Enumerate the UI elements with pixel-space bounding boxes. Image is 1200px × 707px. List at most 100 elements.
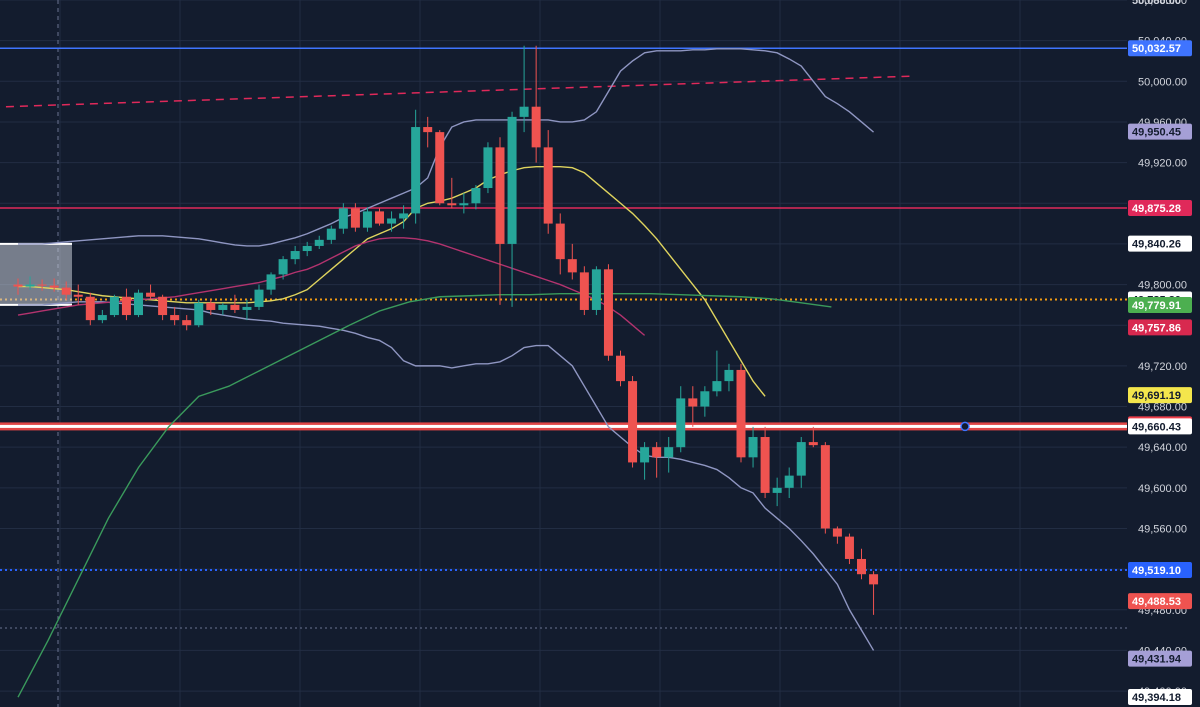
candle <box>808 426 818 448</box>
candle-body <box>736 369 746 458</box>
candle <box>820 442 830 534</box>
price-axis[interactable]: 50,080.0050,040.0050,000.0049,960.0049,9… <box>1128 0 1192 705</box>
candle <box>844 533 854 565</box>
axis-tag-bg <box>1128 200 1192 217</box>
candle <box>459 193 469 214</box>
candle <box>640 442 650 480</box>
axis-tag-bg <box>1128 689 1192 705</box>
candle-body <box>399 213 409 219</box>
candle-body <box>628 381 638 463</box>
candle-body <box>640 447 650 463</box>
candle-body <box>302 245 312 252</box>
candle-body <box>676 398 686 448</box>
candle-body <box>507 116 517 244</box>
indicator-bollinger-upper <box>18 48 875 247</box>
axis-tag-bg <box>1128 650 1192 667</box>
candle <box>254 284 264 310</box>
candle-body <box>820 445 830 529</box>
axis-tag: 49,875.28 <box>1128 200 1192 217</box>
y-tick-label: 50,000.00 <box>1138 76 1187 88</box>
y-tick-label: 49,800.00 <box>1138 280 1187 292</box>
y-tick-label: 49,680.00 <box>1138 402 1187 414</box>
candle <box>49 278 59 292</box>
axis-tag-bg <box>1128 296 1192 313</box>
candle <box>495 137 505 305</box>
candle-body <box>447 203 457 206</box>
axis-tag: 50,080.00 <box>1132 0 1181 7</box>
candle <box>146 284 156 300</box>
candle <box>567 243 577 280</box>
candle-body <box>314 239 324 246</box>
candle <box>73 284 83 305</box>
candle <box>748 426 758 468</box>
candle-body <box>652 447 662 458</box>
candle-body <box>519 106 529 117</box>
candle-body <box>182 320 192 326</box>
candle-body <box>134 292 143 316</box>
candle <box>387 211 397 232</box>
indicator-ma-long <box>17 293 832 698</box>
candle <box>121 288 131 321</box>
candle-body <box>218 304 228 310</box>
trendline <box>5 75 910 108</box>
candle <box>796 437 806 488</box>
axis-tag-bg <box>1128 418 1192 435</box>
candle <box>471 184 481 210</box>
candle <box>676 386 686 453</box>
candle-body <box>555 223 565 260</box>
candle <box>543 130 553 234</box>
candle-body <box>724 369 734 382</box>
candle-body <box>278 259 288 275</box>
candle-body <box>362 211 372 228</box>
candle <box>242 299 252 321</box>
candle-body <box>471 188 481 204</box>
y-tick-label: 49,560.00 <box>1138 523 1187 535</box>
axis-tag-label: 49,875.28 <box>1132 203 1181 215</box>
axis-tag-label: 49,757.86 <box>1132 322 1181 334</box>
candle <box>302 241 312 257</box>
y-tick-label: 49,640.00 <box>1138 442 1187 454</box>
candle-body <box>146 292 156 297</box>
price-lines <box>0 47 1127 572</box>
candle <box>507 111 517 307</box>
candle-body <box>616 355 625 382</box>
candle-body <box>579 272 589 310</box>
candle-body <box>700 391 710 407</box>
candle-body <box>857 558 866 575</box>
candle <box>218 302 228 316</box>
axis-tag-bg <box>1128 593 1192 610</box>
axis-tag: 49,840.26 <box>1128 235 1192 252</box>
axis-tag: 49,394.18 <box>1128 689 1192 705</box>
candle <box>85 292 95 326</box>
candle <box>375 208 384 226</box>
axis-tag-bg <box>1128 562 1192 579</box>
candle-body <box>158 296 168 316</box>
candle <box>784 467 794 498</box>
candle <box>688 386 698 427</box>
candle-body <box>411 127 421 214</box>
candle-body <box>748 437 758 458</box>
candle <box>519 45 529 133</box>
price-line-band-center <box>0 424 1127 428</box>
axis-tag: 50,032.57 <box>1128 40 1192 57</box>
candles <box>13 45 879 615</box>
axis-tag-bg <box>1128 387 1192 404</box>
candle <box>869 571 879 615</box>
price-line-handle <box>960 421 970 432</box>
axis-tag-label: 49,950.45 <box>1132 127 1181 139</box>
candle <box>435 130 445 206</box>
candle <box>97 309 107 324</box>
y-tick-label: 50,080.00 <box>1138 0 1187 7</box>
candle-body <box>543 147 553 224</box>
axis-tag-bg <box>1128 40 1192 57</box>
candle-body <box>459 203 469 206</box>
candle <box>37 279 47 291</box>
axis-tag-label: 49,488.53 <box>1132 596 1181 608</box>
candle-body <box>772 487 782 493</box>
candle <box>447 177 457 209</box>
candle <box>664 437 674 473</box>
candle-body <box>206 302 216 310</box>
